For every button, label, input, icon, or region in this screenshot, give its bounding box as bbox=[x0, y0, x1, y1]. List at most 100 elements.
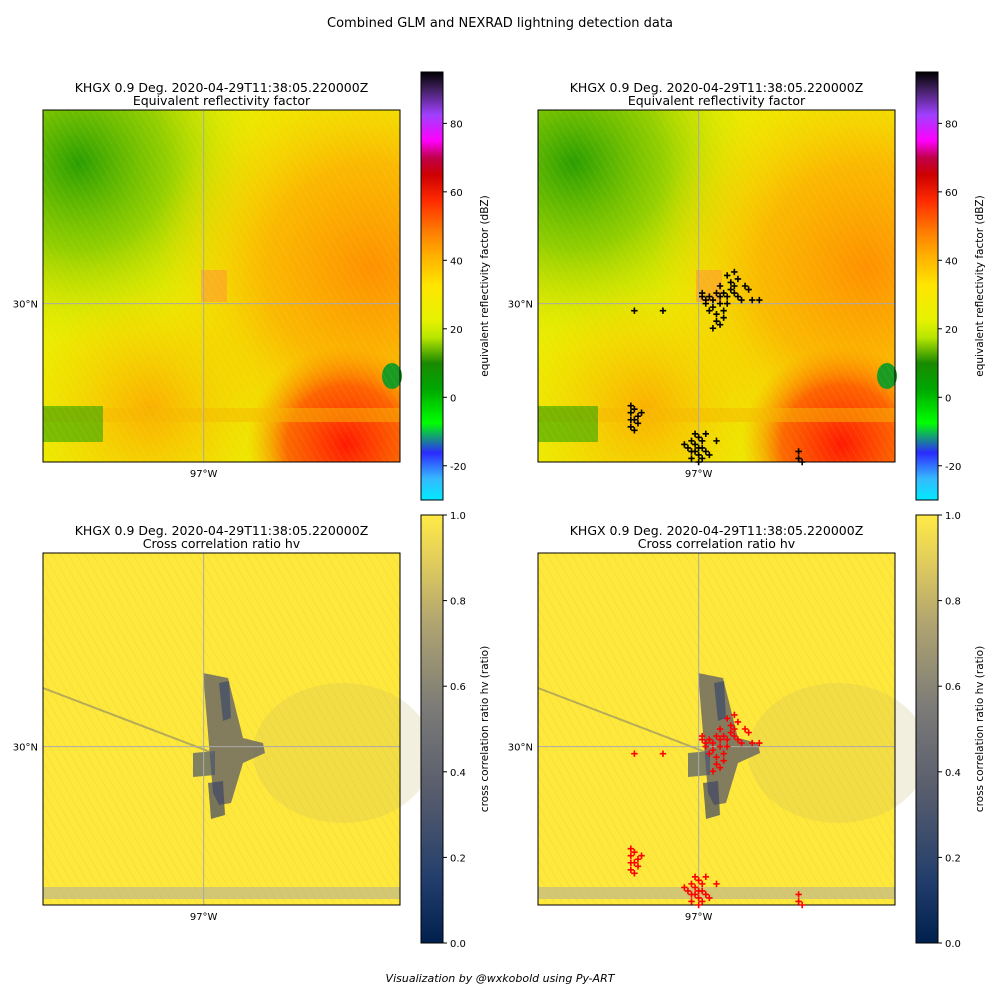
panel-subtitle: Cross correlation ratio hv bbox=[143, 536, 301, 551]
colorbar-gradient bbox=[420, 514, 444, 944]
glm-flash-marker bbox=[631, 750, 638, 757]
glm-flash-marker bbox=[627, 859, 635, 866]
glm-flash-marker bbox=[688, 880, 695, 888]
glm-flash-marker bbox=[631, 870, 638, 877]
glm-flash-marker bbox=[695, 434, 702, 441]
colorbar-tick-label: 80 bbox=[945, 119, 958, 130]
colorbar-tick-label: 0.2 bbox=[945, 853, 961, 864]
glm-flash-marker bbox=[709, 303, 717, 311]
glm-flash-marker bbox=[731, 732, 738, 740]
axes-frame bbox=[42, 552, 401, 906]
glm-flash-marker bbox=[695, 458, 702, 466]
glm-flash-marker bbox=[638, 409, 645, 416]
glm-flash-marker bbox=[713, 753, 720, 761]
x-tick-label: 97°W bbox=[190, 469, 218, 480]
glm-flash-marker bbox=[695, 894, 702, 902]
glm-flash-marker bbox=[691, 884, 699, 891]
glm-flash-marker bbox=[706, 293, 713, 300]
glm-flash-marker bbox=[634, 856, 642, 863]
colorbar-tick-label: 0.6 bbox=[945, 682, 961, 693]
glm-flash-marker bbox=[795, 455, 802, 462]
glm-flash-marker bbox=[720, 732, 727, 740]
glm-flash-marker bbox=[756, 296, 763, 304]
glm-flash-marker bbox=[724, 715, 731, 722]
colorbar: 0.0 0.2 0.4 0.6 0.8 1.0 cross correlation rati… bbox=[915, 511, 986, 950]
glm-flash-marker bbox=[795, 448, 802, 455]
glm-flash-marker bbox=[638, 852, 645, 859]
colorbar-label: cross correlation ratio hv (ratio) bbox=[974, 646, 986, 812]
glm-flash-marker bbox=[659, 750, 667, 757]
glm-flash-marker bbox=[702, 430, 709, 438]
glm-flash-marker bbox=[691, 873, 699, 881]
glm-flash-marker bbox=[745, 286, 752, 293]
glm-flash-marker bbox=[688, 455, 695, 462]
glm-overlay-bottom-right bbox=[627, 711, 806, 909]
glm-flash-marker bbox=[699, 455, 706, 462]
glm-flash-marker bbox=[684, 887, 692, 895]
colorbar-tick-label: 0.6 bbox=[450, 682, 466, 693]
glm-flash-marker bbox=[727, 279, 734, 286]
colorbar-tick-label: 0.4 bbox=[945, 768, 961, 779]
glm-flash-marker bbox=[627, 402, 635, 409]
colorbar-tick-label: 0.0 bbox=[450, 939, 466, 950]
colorbar-tick-label: 40 bbox=[450, 256, 463, 267]
colorbar-tick-label: 60 bbox=[450, 188, 463, 199]
glm-flash-marker bbox=[709, 746, 717, 754]
glm-flash-marker bbox=[699, 437, 706, 445]
figure-suptitle: Combined GLM and NEXRAD lightning detect… bbox=[327, 16, 673, 31]
glm-flash-marker bbox=[713, 880, 720, 888]
x-tick-label: 97°W bbox=[685, 469, 713, 480]
glm-flash-marker bbox=[688, 891, 695, 898]
glm-flash-marker bbox=[634, 863, 642, 870]
colorbar-tick-label: 0.2 bbox=[450, 853, 466, 864]
glm-flash-marker bbox=[720, 757, 727, 764]
glm-flash-marker bbox=[716, 725, 724, 733]
glm-flash-marker bbox=[727, 729, 734, 736]
panel-subtitle: Cross correlation ratio hv bbox=[638, 536, 796, 551]
glm-flash-marker bbox=[749, 739, 756, 747]
glm-flash-marker bbox=[734, 718, 742, 726]
glm-flash-marker bbox=[741, 282, 749, 290]
glm-flash-marker bbox=[699, 289, 706, 297]
glm-flash-marker bbox=[713, 310, 720, 318]
glm-flash-marker bbox=[795, 891, 802, 898]
glm-flash-marker bbox=[720, 750, 727, 757]
colorbar-gradient bbox=[420, 71, 444, 501]
glm-flash-marker bbox=[702, 448, 709, 455]
colorbar-tick-label: 20 bbox=[945, 325, 958, 336]
glm-flash-marker bbox=[713, 761, 720, 768]
colorbar-tick-label: 0 bbox=[450, 393, 456, 404]
glm-flash-marker bbox=[688, 898, 695, 905]
y-tick-label: 30°N bbox=[508, 300, 533, 311]
glm-flash-marker bbox=[724, 736, 731, 743]
glm-flash-marker bbox=[631, 849, 638, 856]
glm-flash-marker bbox=[627, 852, 635, 859]
x-tick-label: 97°W bbox=[685, 912, 713, 923]
glm-flash-marker bbox=[745, 729, 752, 736]
glm-flash-marker bbox=[798, 901, 806, 909]
panel-subtitle: Equivalent reflectivity factor bbox=[133, 93, 311, 108]
glm-flash-marker bbox=[798, 458, 806, 466]
glm-flash-marker bbox=[716, 282, 724, 290]
glm-flash-marker bbox=[688, 437, 695, 445]
glm-flash-marker bbox=[731, 282, 738, 290]
glm-flash-marker bbox=[716, 321, 724, 328]
glm-flash-marker bbox=[716, 736, 724, 743]
glm-flash-marker bbox=[709, 768, 717, 775]
colorbar-label: cross correlation ratio hv (ratio) bbox=[479, 646, 491, 812]
glm-flash-marker bbox=[627, 866, 635, 873]
glm-flash-marker bbox=[699, 898, 706, 905]
colorbar: -20 0 20 40 60 80 equivalent reflectivity fact… bbox=[915, 71, 986, 501]
panel-title: KHGX 0.9 Deg. 2020-04-29T11:38:05.220000… bbox=[570, 523, 864, 538]
glm-flash-marker bbox=[702, 873, 709, 881]
glm-flash-marker bbox=[713, 318, 720, 325]
glm-flash-marker bbox=[627, 409, 635, 416]
colorbar: 0.0 0.2 0.4 0.6 0.8 1.0 cross correlation rati… bbox=[420, 511, 491, 950]
colorbar-tick-label: 1.0 bbox=[945, 511, 961, 522]
glm-flash-marker bbox=[720, 307, 727, 314]
colorbar-gradient bbox=[915, 71, 939, 501]
glm-flash-marker bbox=[706, 894, 713, 902]
y-tick-label: 30°N bbox=[508, 743, 533, 754]
glm-flash-marker bbox=[706, 736, 713, 743]
correlation-field bbox=[42, 552, 434, 906]
